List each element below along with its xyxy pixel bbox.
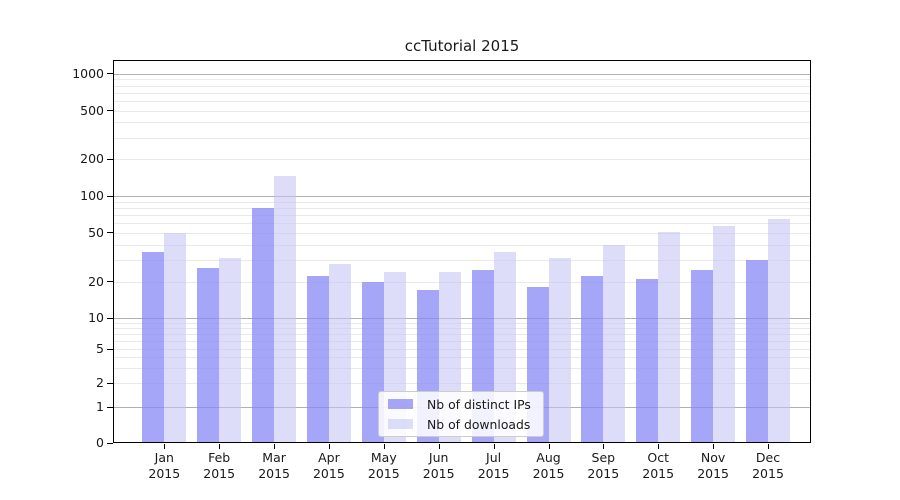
gridline-300 — [113, 137, 811, 139]
x-tick-jun — [438, 444, 440, 449]
x-tick-mar — [274, 444, 276, 449]
y-tick-label-500: 500 — [80, 102, 104, 118]
x-tick-jul — [493, 444, 495, 449]
x-tick-label-sep: Sep 2015 — [587, 450, 620, 481]
x-tick-label-oct: Oct 2015 — [642, 450, 675, 481]
gridline-1000 — [113, 73, 811, 75]
y-tick-label-200: 200 — [80, 151, 104, 167]
gridline-5 — [113, 349, 811, 350]
gridline-80 — [113, 207, 811, 209]
x-tick-may — [383, 444, 385, 449]
gridline-60 — [113, 223, 811, 225]
gridline-9 — [113, 322, 811, 324]
x-tick-label-jul: Jul 2015 — [477, 450, 510, 481]
gridline-800 — [113, 85, 811, 87]
x-tick-oct — [658, 444, 660, 449]
bar-jan-downloads — [164, 232, 187, 443]
y-tick-label-5: 5 — [96, 341, 104, 356]
bar-feb-distinct-ips — [197, 267, 220, 443]
gridline-20 — [113, 281, 811, 283]
legend-swatch-distinct-ips — [388, 399, 413, 409]
x-tick-label-apr: Apr 2015 — [312, 450, 345, 481]
legend-label-distinct-ips: Nb of distinct IPs — [427, 396, 531, 412]
y-tick-200 — [107, 158, 113, 160]
bar-jan-distinct-ips — [142, 251, 165, 443]
gridline-2 — [113, 383, 811, 384]
y-tick-100 — [107, 195, 113, 197]
y-tick-label-100: 100 — [80, 188, 104, 203]
y-tick-10 — [107, 317, 113, 319]
bar-apr-distinct-ips — [306, 276, 329, 443]
gridline-500 — [113, 110, 811, 112]
y-tick-label-50: 50 — [88, 224, 104, 240]
bar-apr-downloads — [328, 263, 351, 443]
gridline-4 — [113, 357, 811, 359]
y-tick-1 — [107, 406, 113, 408]
bar-dec-downloads — [768, 218, 790, 443]
x-tick-label-aug: Aug 2015 — [532, 450, 565, 481]
bar-oct-downloads — [658, 231, 681, 443]
bar-sep-distinct-ips — [581, 276, 604, 443]
x-tick-label-jan: Jan 2015 — [148, 450, 181, 481]
x-tick-dec — [768, 444, 769, 449]
gridline-100 — [113, 196, 811, 197]
x-tick-aug — [548, 444, 550, 449]
gridline-3 — [113, 368, 811, 369]
chart-title: ccTutorial 2015 — [404, 37, 520, 55]
gridline-200 — [113, 159, 811, 161]
bar-sep-downloads — [603, 244, 626, 443]
y-tick-label-2: 2 — [96, 375, 104, 390]
bar-aug-downloads — [548, 258, 571, 443]
y-tick-label-20: 20 — [88, 273, 104, 289]
gridline-40 — [113, 244, 811, 246]
y-tick-label-1000: 1000 — [72, 65, 104, 81]
y-tick-500 — [107, 110, 113, 111]
legend-row-distinct-ips: Nb of distinct IPs — [388, 397, 543, 412]
gridline-10 — [113, 318, 811, 320]
gridline-50 — [113, 232, 811, 234]
y-tick-label-0: 0 — [96, 435, 104, 450]
gridline-6 — [113, 340, 811, 342]
y-tick-1000 — [107, 73, 113, 75]
bar-oct-distinct-ips — [636, 278, 659, 443]
bar-dec-distinct-ips — [746, 259, 768, 443]
legend-swatch-downloads — [388, 419, 413, 429]
bar-feb-downloads — [219, 258, 242, 443]
legend: Nb of distinct IPs Nb of downloads — [378, 391, 544, 437]
y-tick-label-1: 1 — [96, 399, 104, 414]
y-tick-2 — [107, 382, 113, 384]
gridline-700 — [113, 92, 811, 94]
gridline-7 — [113, 334, 811, 335]
legend-row-downloads: Nb of downloads — [388, 417, 543, 432]
gridline-8 — [113, 328, 811, 329]
x-tick-jan — [164, 444, 166, 449]
x-tick-apr — [328, 444, 330, 449]
y-tick-50 — [107, 232, 113, 234]
bar-nov-distinct-ips — [691, 269, 714, 443]
bar-mar-downloads — [274, 176, 297, 443]
x-tick-label-dec: Dec 2015 — [752, 450, 784, 481]
y-tick-20 — [107, 281, 113, 282]
bar-mar-distinct-ips — [252, 207, 275, 443]
gridline-600 — [113, 100, 811, 102]
x-tick-label-jun: Jun 2015 — [422, 450, 455, 481]
x-tick-nov — [713, 444, 715, 449]
gridline-90 — [113, 201, 811, 203]
legend-label-downloads: Nb of downloads — [427, 416, 531, 432]
x-tick-feb — [219, 444, 221, 449]
gridline-400 — [113, 122, 811, 124]
gridline-30 — [113, 259, 811, 261]
x-tick-label-feb: Feb 2015 — [203, 450, 236, 481]
x-tick-label-mar: Mar 2015 — [258, 450, 290, 481]
y-tick-label-10: 10 — [88, 310, 104, 326]
y-tick-5 — [107, 348, 113, 350]
y-tick-0 — [107, 442, 113, 444]
gridline-70 — [113, 214, 811, 216]
x-tick-sep — [603, 444, 605, 449]
x-tick-label-nov: Nov 2015 — [697, 450, 729, 481]
gridline-900 — [113, 79, 811, 81]
x-tick-label-may: May 2015 — [367, 450, 400, 481]
bar-nov-downloads — [713, 225, 736, 443]
